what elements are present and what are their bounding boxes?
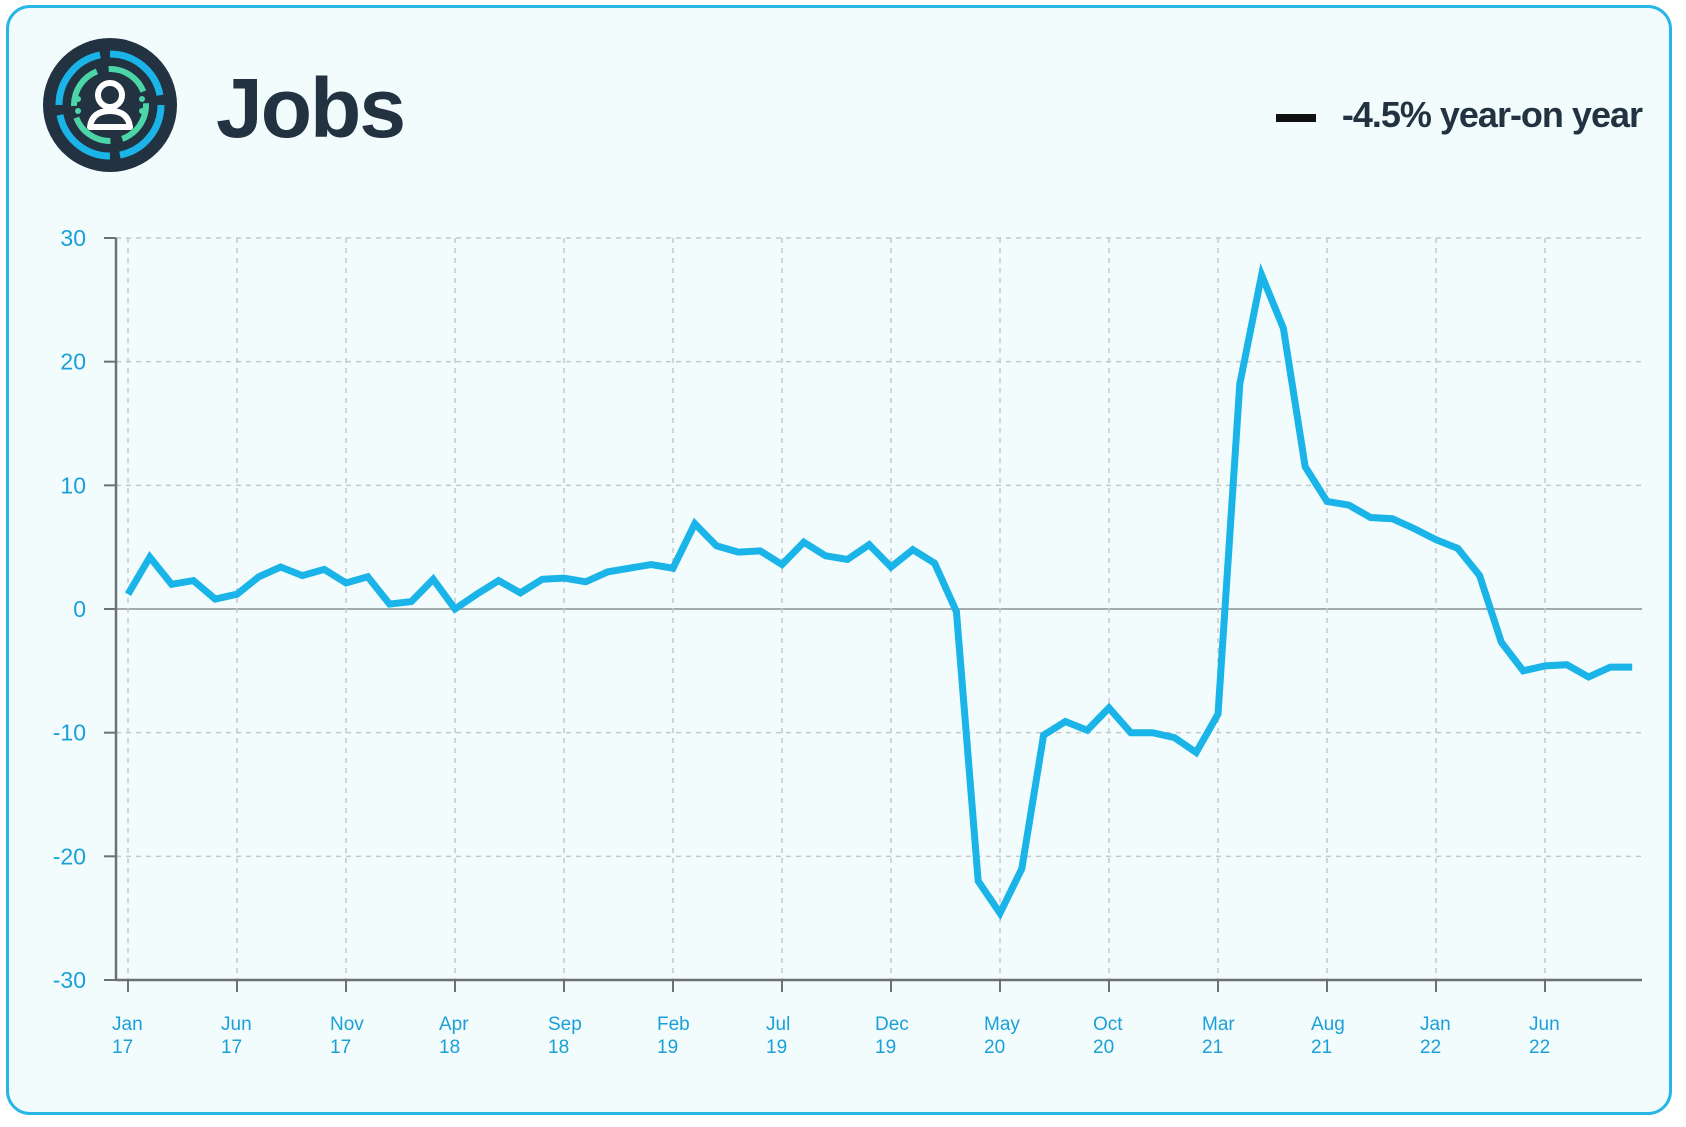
x-tick-label-month: Feb — [657, 1014, 690, 1035]
x-tick-label-month: Mar — [1202, 1014, 1235, 1035]
x-tick-label-month: Jan — [1420, 1014, 1451, 1035]
y-tick-label: 10 — [60, 472, 86, 498]
x-tick-label-year: 20 — [984, 1037, 1005, 1058]
y-tick-label: -10 — [53, 720, 86, 746]
person-circle-icon — [42, 37, 178, 173]
x-tick-label-month: May — [984, 1014, 1020, 1035]
legend-swatch — [1275, 114, 1316, 122]
y-tick-label: -30 — [53, 967, 86, 993]
x-tick-label-month: Apr — [439, 1014, 469, 1035]
y-tick-label: 30 — [60, 225, 86, 251]
x-tick-label-year: 20 — [1093, 1037, 1114, 1058]
page-title: Jobs — [216, 61, 406, 155]
x-tick-label-month: Oct — [1093, 1014, 1123, 1035]
x-tick-label-year: 17 — [221, 1037, 242, 1058]
legend: -4.5% year-on year — [1275, 94, 1643, 136]
x-tick-label-month: Jul — [766, 1014, 790, 1035]
x-tick-label-month: Sep — [548, 1014, 582, 1035]
legend-label: -4.5% year-on year — [1341, 94, 1643, 135]
series-line — [124, 263, 1633, 921]
x-tick-label-year: 22 — [1529, 1037, 1550, 1058]
x-tick-label-month: Jun — [221, 1014, 252, 1035]
x-tick-label-month: Nov — [330, 1014, 364, 1035]
x-tick-label-year: 19 — [766, 1037, 787, 1058]
y-tick-label: 20 — [60, 349, 86, 375]
x-tick-label-month: Aug — [1311, 1014, 1345, 1035]
x-tick-label-year: 22 — [1420, 1037, 1441, 1058]
x-tick-label-month: Jan — [112, 1014, 143, 1035]
x-tick-label-year: 17 — [330, 1037, 351, 1058]
x-tick-label-month: Dec — [875, 1014, 909, 1035]
y-tick-label: 0 — [73, 596, 86, 622]
x-tick-label-year: 21 — [1311, 1037, 1332, 1058]
x-tick-label-year: 19 — [657, 1037, 678, 1058]
x-tick-label-month: Jun — [1529, 1014, 1560, 1035]
y-tick-label: -20 — [53, 843, 86, 869]
x-tick-label-year: 21 — [1202, 1037, 1223, 1058]
x-tick-label-year: 17 — [112, 1037, 133, 1058]
x-tick-label-year: 18 — [548, 1037, 569, 1058]
x-tick-label-year: 18 — [439, 1037, 460, 1058]
x-tick-label-year: 19 — [875, 1037, 896, 1058]
